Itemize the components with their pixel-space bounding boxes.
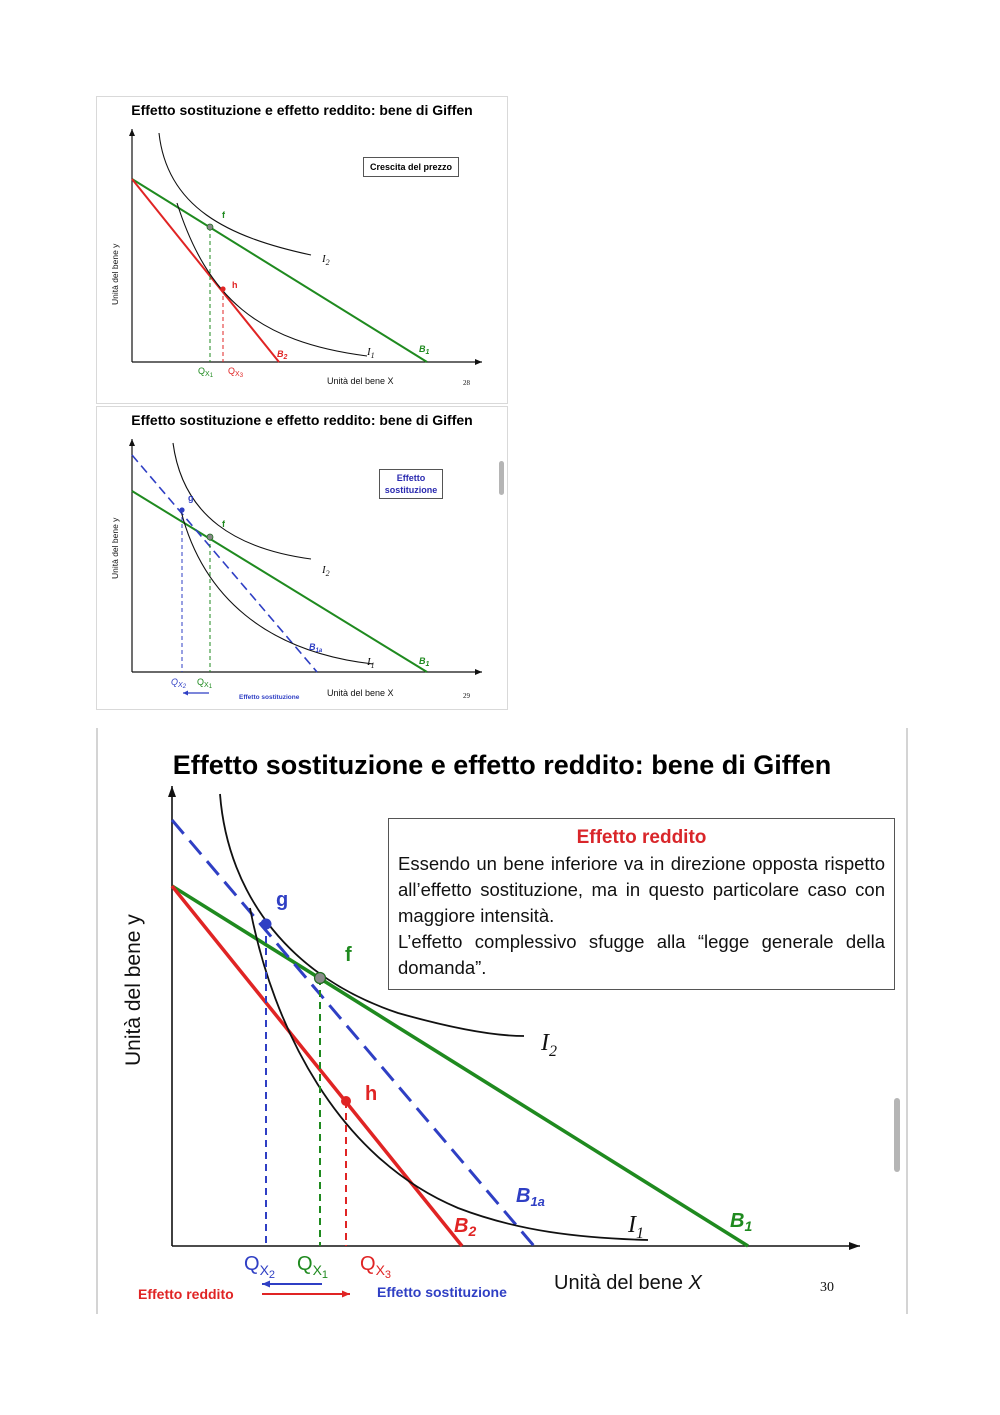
x-axis-title: Unità del bene X <box>327 376 394 386</box>
giffen-diagram-28: f h I2 I1 B1 B2 QX1 QX3 Unità del bene y… <box>110 129 482 387</box>
point-h <box>341 1096 351 1106</box>
label-i1: I1 <box>366 346 375 360</box>
y-axis-title: Unità del bene y <box>110 243 120 305</box>
indifference-curve-i1 <box>180 510 374 665</box>
page-number: 28 <box>463 379 471 387</box>
label-i2: I2 <box>540 1030 557 1060</box>
callout-paragraph-2: L’effetto complessivo sfugge alla “legge… <box>398 931 885 978</box>
point-g <box>179 507 185 513</box>
giffen-diagram-29: g f I2 I1 B1 B1a QX2 QX1 Effetto sostitu… <box>110 439 482 701</box>
y-axis-title: Unità del bene y <box>122 914 145 1066</box>
callout-line-2: sostituzione <box>384 485 438 495</box>
slide-28: Effetto sostituzione e effetto reddito: … <box>96 96 508 404</box>
label-b1a: B1a <box>516 1185 545 1209</box>
slide-29: Effetto sostituzione e effetto reddito: … <box>96 406 508 710</box>
point-g <box>260 918 272 930</box>
callout-income-effect: Effetto reddito Essendo un bene inferior… <box>388 818 895 990</box>
label-i1: I1 <box>627 1212 644 1242</box>
x-axis-title: Unità del bene X <box>554 1272 703 1294</box>
callout-title: Effetto reddito <box>576 827 707 848</box>
label-qx3: QX3 <box>228 366 244 379</box>
label-qx1: QX1 <box>197 677 213 690</box>
scrollbar-thumb[interactable] <box>894 1098 900 1172</box>
giffen-diagram-30: g f h I2 I1 B1 B2 B1a QX2 QX1 QX3 Effett… <box>122 786 860 1302</box>
label-i2: I2 <box>321 564 330 578</box>
label-h: h <box>365 1083 377 1105</box>
label-b1a: B1a <box>309 642 323 654</box>
indifference-curve-i2 <box>172 442 312 560</box>
indifference-curve-i2 <box>158 132 312 256</box>
callout-paragraph-1: Essendo un bene inferiore va in direzion… <box>398 853 885 926</box>
income-caption: Effetto reddito <box>138 1286 234 1302</box>
label-f: f <box>222 210 226 220</box>
budget-line-b1 <box>171 884 749 1248</box>
label-qx1: QX1 <box>297 1253 328 1281</box>
label-g: g <box>276 889 288 911</box>
indifference-curve-i1 <box>176 202 368 357</box>
label-h: h <box>232 280 238 290</box>
page-number: 30 <box>820 1280 834 1295</box>
slide-title: Effetto sostituzione e effetto reddito: … <box>131 412 473 428</box>
label-qx3: QX3 <box>360 1253 391 1281</box>
budget-line-b1 <box>131 490 428 673</box>
label-qx2: QX2 <box>171 677 187 690</box>
label-b1: B1 <box>419 656 430 668</box>
budget-line-b2 <box>170 884 464 1248</box>
callout-price-increase: Crescita del prezzo <box>363 157 459 177</box>
budget-line-b1 <box>131 178 428 363</box>
label-qx2: QX2 <box>244 1253 275 1281</box>
page-number: 29 <box>463 692 471 700</box>
callout-line-1: Effetto <box>396 473 426 483</box>
indifference-curve-i1 <box>249 907 649 1241</box>
label-g: g <box>188 493 194 503</box>
label-b2: B2 <box>277 349 288 361</box>
scrollbar-thumb[interactable] <box>499 461 504 495</box>
indifference-curve-i2 <box>219 793 525 1037</box>
budget-line-b2 <box>131 178 280 363</box>
substitution-caption: Effetto sostituzione <box>377 1284 507 1300</box>
point-f <box>206 533 214 541</box>
label-i1: I1 <box>366 656 375 670</box>
point-h <box>220 286 226 292</box>
point-f <box>206 223 214 231</box>
slide-30: Effetto sostituzione e effetto reddito: … <box>96 728 908 1314</box>
y-axis-title: Unità del bene y <box>110 517 120 579</box>
slide-title: Effetto sostituzione e effetto reddito: … <box>172 750 832 780</box>
label-b1: B1 <box>730 1210 752 1234</box>
label-b1: B1 <box>419 344 430 356</box>
label-b2: B2 <box>454 1215 476 1239</box>
budget-line-b1a <box>170 819 536 1247</box>
point-f <box>313 971 327 985</box>
slide-title: Effetto sostituzione e effetto reddito: … <box>131 102 473 118</box>
label-qx1: QX1 <box>198 366 214 379</box>
x-axis-title: Unità del bene X <box>327 688 394 698</box>
budget-line-b1a <box>131 454 318 673</box>
substitution-caption: Effetto sostituzione <box>239 694 300 701</box>
callout-substitution-effect: Effetto sostituzione <box>379 469 443 499</box>
label-i2: I2 <box>321 253 330 267</box>
label-f: f <box>222 519 226 529</box>
label-f: f <box>345 944 352 966</box>
